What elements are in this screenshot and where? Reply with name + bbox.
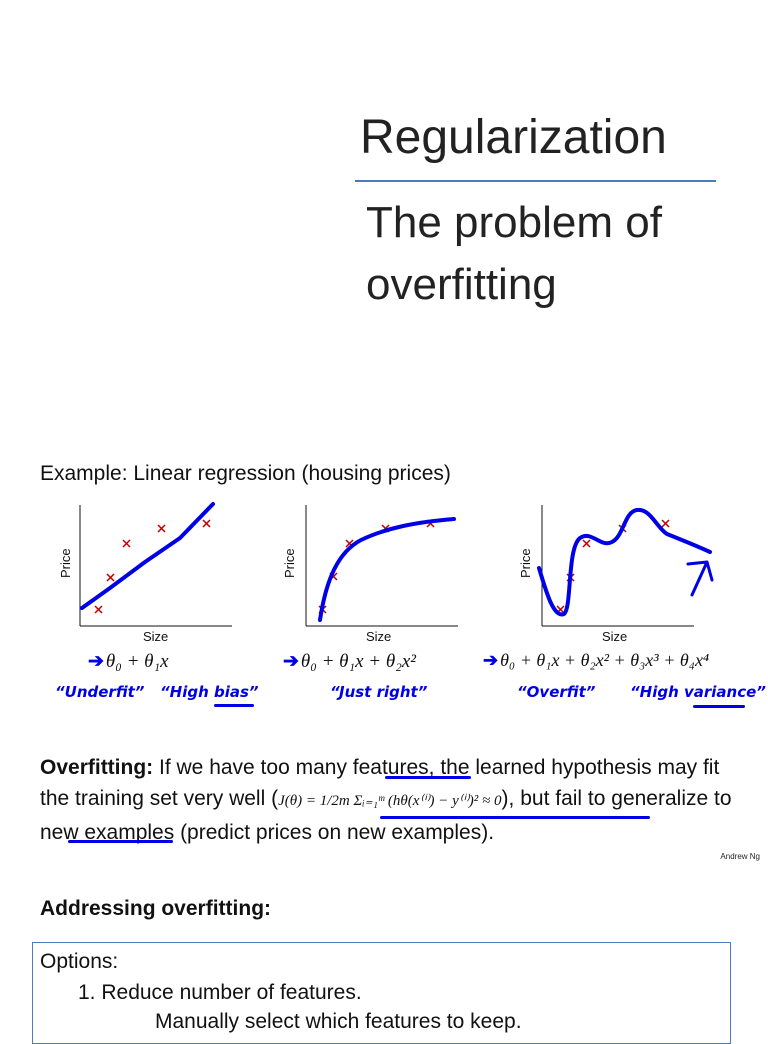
underline-mark [214, 704, 254, 707]
data-point [122, 539, 131, 548]
underfit-chart: Price Size [58, 502, 232, 644]
addressing-heading: Addressing overfitting: [40, 897, 272, 920]
overfit-chart: Price Size [518, 505, 714, 644]
hypothesis-formula-2: ➔ θ₀ + θ₁x + θ₂x² [283, 651, 416, 672]
x-axis-label: Size [602, 629, 627, 644]
option-1a: Manually select which features to keep. [155, 1010, 522, 1033]
hypothesis-formula-3: ➔ θ₀ + θ₁x + θ₂x² + θ₃x³ + θ₄x⁴ [483, 650, 710, 670]
quartic-fit-curve [537, 507, 712, 617]
annotation-overfit: “Overfit” [517, 683, 596, 701]
options-label: Options: [40, 950, 119, 973]
data-point [582, 539, 591, 548]
overfitting-text-2: ), but fail to generalize to new example… [40, 787, 732, 844]
data-point-markers [94, 519, 211, 614]
x-axis-label: Size [143, 629, 168, 644]
data-point-markers [556, 519, 670, 614]
annotation-high-variance: “High variance” [630, 683, 766, 701]
x-axis-label: Size [366, 629, 391, 644]
y-axis-label: Price [282, 548, 297, 578]
data-point [106, 573, 115, 582]
y-axis-label: Price [58, 548, 73, 578]
plot-underfit: Price Size [50, 500, 240, 655]
slide-title: Regularization [360, 111, 667, 164]
author-credit: Andrew Ng [720, 852, 760, 861]
slide-subtitle: The problem of overfitting [366, 198, 662, 309]
overfitting-text-1: If we have too many features, the learne… [40, 756, 720, 810]
underline-mark [693, 705, 745, 708]
arrow-icon: ➔ [283, 651, 299, 672]
data-point [661, 519, 670, 528]
data-point [202, 519, 211, 528]
annotation-just-right: “Just right” [330, 683, 428, 701]
quadratic-fit-curve [318, 517, 456, 622]
underline-equation [380, 816, 650, 819]
overfitting-label: Overfitting: [40, 756, 154, 779]
plot-overfit: Price Size [512, 500, 722, 655]
annotation-high-bias: “High bias” [160, 683, 259, 701]
example-heading: Example: Linear regression (housing pric… [40, 462, 451, 485]
underline-generalize [68, 840, 173, 843]
underline-features [385, 776, 471, 779]
arrow-icon: ➔ [483, 650, 499, 670]
cost-function-equation: J(θ) = 1/2m Σᵢ₌₁ᵐ (hθ(x⁽ⁱ⁾) − y⁽ⁱ⁾)² ≈ 0 [278, 793, 502, 809]
pointer-arrow-icon [686, 560, 714, 597]
option-1: 1. Reduce number of features. [78, 981, 362, 1004]
y-axis-label: Price [518, 548, 533, 578]
linear-fit-curve [80, 502, 215, 610]
arrow-icon: ➔ [88, 651, 104, 672]
data-point [94, 605, 103, 614]
data-point [157, 524, 166, 533]
annotation-underfit: “Underfit” [55, 683, 145, 701]
overfitting-paragraph: Overfitting: If we have too many feature… [40, 752, 740, 848]
just-right-chart: Price Size [282, 505, 458, 644]
title-divider [355, 180, 716, 182]
hypothesis-formula-1: ➔ θ₀ + θ₁x [88, 651, 169, 672]
plot-just-right: Price Size [276, 500, 466, 655]
